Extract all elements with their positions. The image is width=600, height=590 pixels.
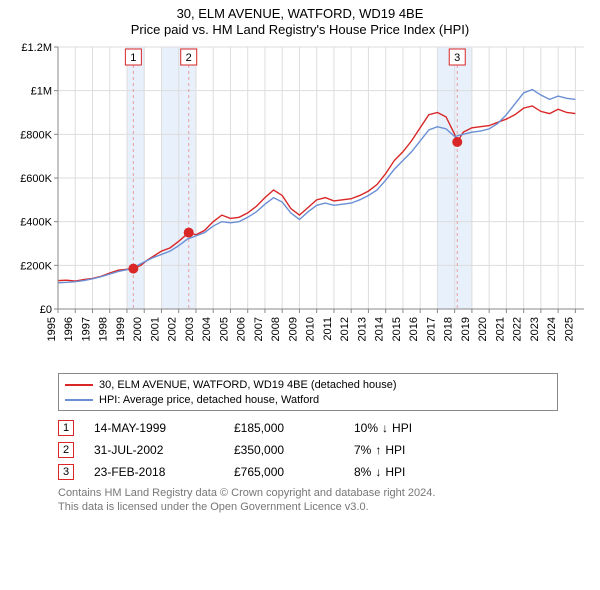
price-chart: £0 £200K £400K £600K £800K £1M £1.2M 1995 1996 19…	[8, 39, 592, 369]
page-subtitle: Price paid vs. HM Land Registry's House …	[8, 22, 592, 37]
event-marker: 2	[58, 442, 74, 458]
svg-text:£1.2M: £1.2M	[21, 42, 52, 54]
svg-text:2018: 2018	[443, 317, 455, 341]
event-date: 23-FEB-2018	[94, 465, 234, 479]
svg-text:£0: £0	[40, 304, 52, 316]
svg-text:2024: 2024	[546, 317, 558, 341]
svg-text:1996: 1996	[63, 317, 75, 341]
svg-text:2004: 2004	[201, 317, 213, 341]
svg-text:£1M: £1M	[31, 86, 52, 98]
svg-text:2023: 2023	[529, 317, 541, 341]
svg-text:2010: 2010	[305, 317, 317, 341]
svg-text:2007: 2007	[253, 317, 265, 341]
svg-text:2000: 2000	[132, 317, 144, 341]
event-marker: 3	[58, 464, 74, 480]
event-row: 1 14-MAY-1999£185,00010%↓ HPI	[58, 417, 558, 439]
svg-text:1999: 1999	[115, 317, 127, 341]
event-row: 3 23-FEB-2018£765,0008%↓ HPI	[58, 461, 558, 483]
event-date: 14-MAY-1999	[94, 421, 234, 435]
legend-item: HPI: Average price, detached house, Watf…	[65, 392, 551, 407]
footer-line: This data is licensed under the Open Gov…	[58, 501, 558, 515]
svg-text:2001: 2001	[149, 317, 161, 341]
svg-text:2: 2	[186, 52, 192, 64]
event-row: 2 31-JUL-2002£350,0007%↑ HPI	[58, 439, 558, 461]
event-price: £185,000	[234, 421, 354, 435]
svg-text:2002: 2002	[167, 317, 179, 341]
legend: 30, ELM AVENUE, WATFORD, WD19 4BE (detac…	[58, 373, 558, 411]
legend-label: 30, ELM AVENUE, WATFORD, WD19 4BE (detac…	[99, 379, 397, 391]
page-title: 30, ELM AVENUE, WATFORD, WD19 4BE	[8, 6, 592, 21]
legend-item: 30, ELM AVENUE, WATFORD, WD19 4BE (detac…	[65, 377, 551, 392]
event-delta: 8%↓ HPI	[354, 465, 405, 479]
svg-text:2017: 2017	[425, 317, 437, 341]
svg-text:2013: 2013	[356, 317, 368, 341]
event-marker: 1	[58, 420, 74, 436]
legend-label: HPI: Average price, detached house, Watf…	[99, 394, 319, 406]
svg-text:2008: 2008	[270, 317, 282, 341]
event-price: £350,000	[234, 443, 354, 457]
svg-text:2021: 2021	[494, 317, 506, 341]
legend-swatch	[65, 399, 93, 401]
svg-text:£800K: £800K	[20, 129, 52, 141]
footer-attribution: Contains HM Land Registry data © Crown c…	[58, 487, 558, 515]
svg-text:£200K: £200K	[20, 260, 52, 272]
svg-text:£600K: £600K	[20, 173, 52, 185]
svg-text:2016: 2016	[408, 317, 420, 341]
svg-text:£400K: £400K	[20, 217, 52, 229]
svg-text:2015: 2015	[391, 317, 403, 341]
event-price: £765,000	[234, 465, 354, 479]
svg-text:1995: 1995	[46, 317, 58, 341]
event-delta: 7%↑ HPI	[354, 443, 405, 457]
svg-text:2025: 2025	[563, 317, 575, 341]
event-delta: 10%↓ HPI	[354, 421, 412, 435]
arrow-down-icon: ↓	[382, 421, 388, 435]
svg-text:2014: 2014	[374, 317, 386, 341]
legend-swatch	[65, 384, 93, 386]
svg-text:2009: 2009	[287, 317, 299, 341]
svg-text:2020: 2020	[477, 317, 489, 341]
svg-text:1: 1	[130, 52, 136, 64]
svg-text:1997: 1997	[80, 317, 92, 341]
svg-text:2006: 2006	[236, 317, 248, 341]
svg-text:1998: 1998	[98, 317, 110, 341]
svg-text:2011: 2011	[322, 317, 334, 341]
arrow-down-icon: ↓	[375, 465, 381, 479]
svg-text:2019: 2019	[460, 317, 472, 341]
arrow-up-icon: ↑	[375, 443, 381, 457]
event-date: 31-JUL-2002	[94, 443, 234, 457]
footer-line: Contains HM Land Registry data © Crown c…	[58, 487, 558, 501]
svg-text:2003: 2003	[184, 317, 196, 341]
svg-text:3: 3	[454, 52, 460, 64]
events-table: 1 14-MAY-1999£185,00010%↓ HPI 2 31-JUL-2002…	[58, 417, 558, 483]
svg-text:2022: 2022	[512, 317, 524, 341]
svg-text:2005: 2005	[218, 317, 230, 341]
svg-text:2012: 2012	[339, 317, 351, 341]
